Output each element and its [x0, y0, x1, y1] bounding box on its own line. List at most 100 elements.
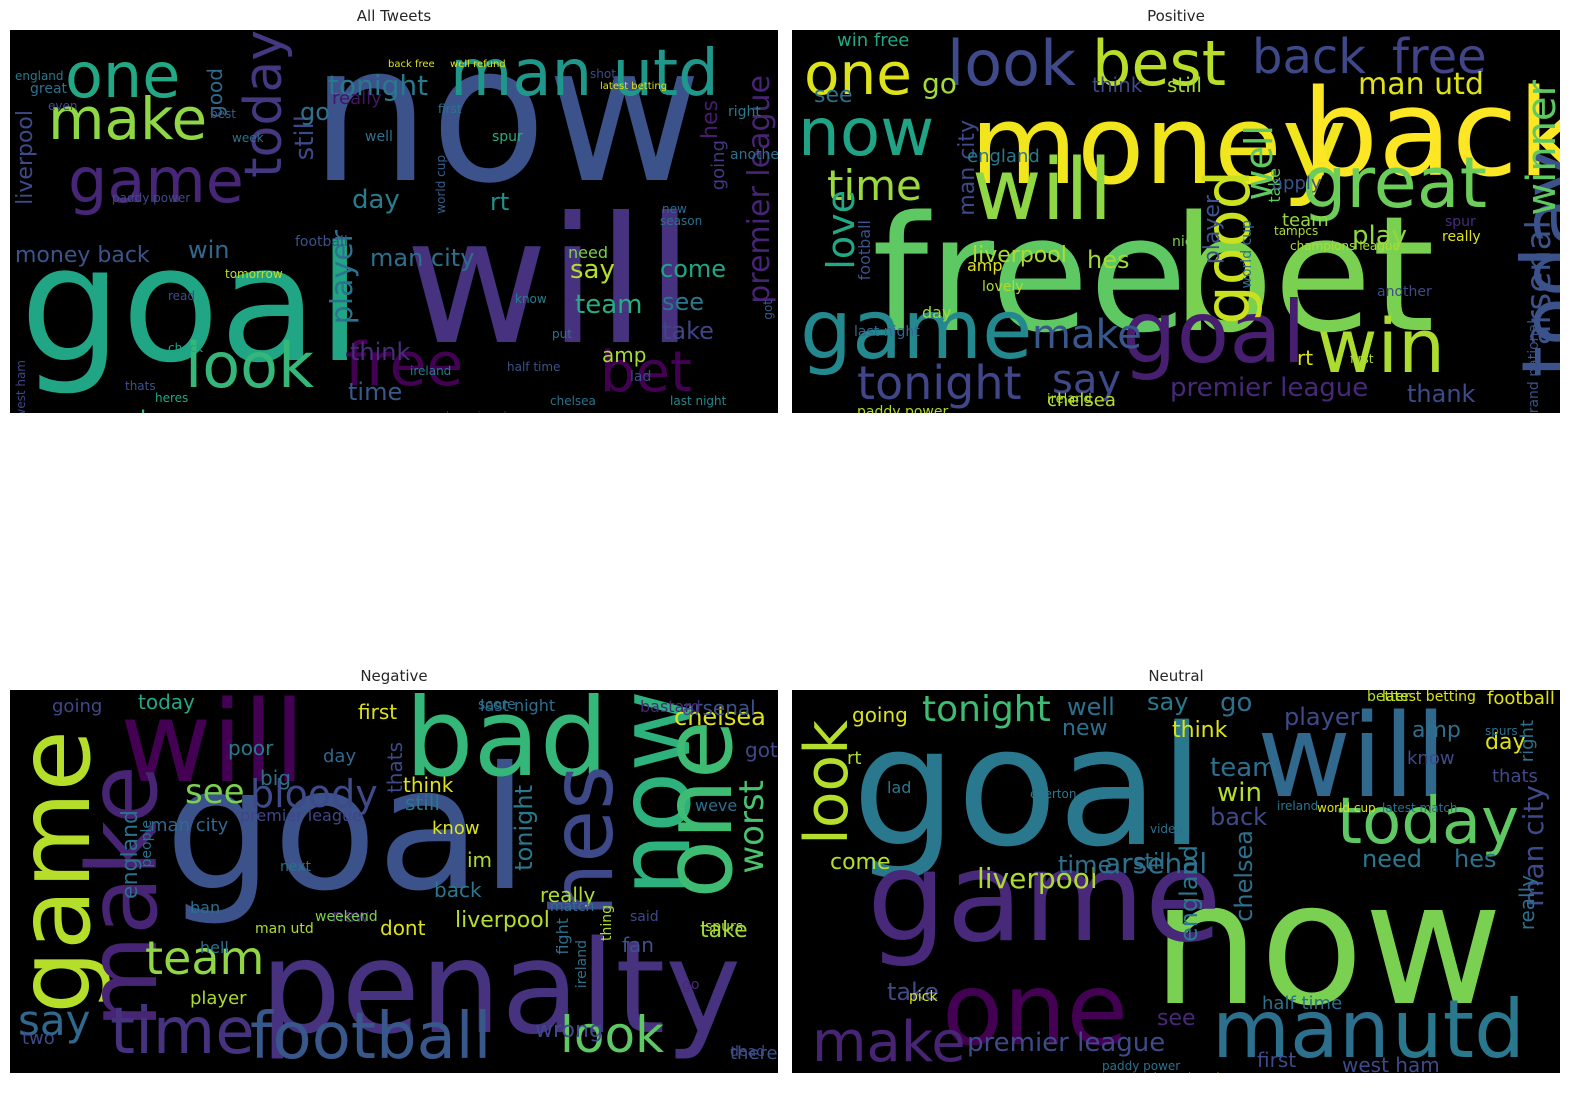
word: latest match [1382, 801, 1458, 815]
word: new [332, 906, 370, 927]
word: go [922, 67, 957, 100]
word: spurs [705, 919, 744, 935]
panel-title-all-tweets: All Tweets [356, 7, 432, 25]
word: spur [1445, 214, 1476, 230]
word-cloud-all-tweets: now goal will man utd one make game today look fr… [10, 30, 778, 413]
word: look [947, 30, 1076, 100]
word: heres [155, 391, 189, 405]
word: thats [125, 379, 156, 393]
word: will [972, 141, 1113, 240]
word: really [1515, 875, 1539, 931]
word: first [438, 102, 462, 116]
word-cloud-negative: goal penalty will bad now one game make hes footb… [10, 690, 778, 1073]
word: say [570, 255, 615, 285]
word: liverpool [455, 908, 550, 933]
word: money [970, 81, 1347, 209]
word: amp [602, 343, 647, 367]
word: liverpool [13, 110, 38, 205]
word: poor [228, 736, 274, 760]
word: go [300, 98, 330, 126]
word: match [550, 899, 595, 915]
word: winner [1519, 80, 1560, 216]
word-cloud-neutral: goal now will game one man utd today make look liv… [792, 690, 1560, 1073]
word: tonight [922, 690, 1051, 730]
word: football [250, 1000, 492, 1073]
word: time [1058, 851, 1113, 879]
word: hell [200, 938, 229, 957]
word: need [568, 243, 608, 262]
word: england [1175, 845, 1203, 943]
word: grand national [1526, 320, 1542, 413]
word: last night [854, 324, 920, 340]
word: man utd [255, 921, 314, 937]
word: people [139, 820, 155, 868]
word: make [48, 85, 208, 153]
word: one [942, 951, 1129, 1068]
word: video [1150, 822, 1183, 836]
word: know [1407, 748, 1455, 769]
word: season [660, 214, 703, 228]
word: lad [630, 369, 652, 385]
word: team [1210, 753, 1278, 783]
word: day [352, 185, 400, 215]
word: goal [1122, 283, 1306, 383]
word: day [1485, 730, 1526, 755]
word: see [185, 772, 245, 812]
word: spur [492, 129, 523, 145]
panel-title-negative: Negative [360, 667, 428, 685]
word: weekend [315, 909, 378, 925]
word: ban [190, 898, 221, 917]
word: another [1377, 284, 1432, 300]
word: play [1352, 221, 1408, 251]
word: bloody [250, 772, 378, 816]
word: win [188, 236, 230, 264]
word: take [662, 317, 714, 345]
word: think [403, 773, 454, 797]
word: now [1152, 846, 1503, 1044]
word: rt [1297, 346, 1314, 370]
word: shot [590, 67, 616, 81]
word: go [682, 977, 700, 993]
word: free [345, 330, 464, 400]
word: need [1362, 845, 1422, 873]
word: rt [490, 188, 510, 216]
word: champions league [1147, 1072, 1257, 1073]
word: read [168, 289, 196, 303]
word: free [872, 181, 1188, 368]
word: dead [730, 1044, 765, 1060]
word: hes [698, 100, 723, 139]
word: time [110, 995, 255, 1069]
word: think [350, 338, 411, 366]
word: last night [480, 696, 556, 715]
word: great [1302, 142, 1488, 224]
word: paddy power [112, 191, 191, 205]
word: arsenal [58, 408, 146, 413]
word: come [660, 255, 727, 283]
word: theres [730, 1043, 778, 1064]
word: player [1284, 703, 1360, 731]
word: got [745, 738, 778, 762]
word: look [792, 720, 862, 845]
word: bet [600, 340, 692, 405]
word: tomorrow [225, 267, 283, 281]
word: better [1367, 690, 1410, 705]
word: will [1257, 690, 1447, 824]
word: really [332, 88, 382, 109]
word: two [22, 1028, 55, 1049]
word: fight [553, 918, 572, 955]
word: bad [405, 690, 609, 801]
word: back [1302, 65, 1560, 204]
word: arsenal [1104, 847, 1208, 880]
word: football [855, 220, 874, 281]
word: premier league [1170, 373, 1369, 403]
word: team [1282, 210, 1329, 231]
word: premier league [967, 1028, 1166, 1058]
word: spurs [1485, 724, 1518, 738]
word: great [30, 81, 68, 97]
word: free [1392, 30, 1487, 85]
word: world cup [434, 155, 448, 214]
word: champions league [1290, 239, 1400, 253]
panel-title-neutral: Neutral [1148, 667, 1204, 685]
word: man [1212, 983, 1390, 1073]
word: thats [1492, 766, 1538, 787]
